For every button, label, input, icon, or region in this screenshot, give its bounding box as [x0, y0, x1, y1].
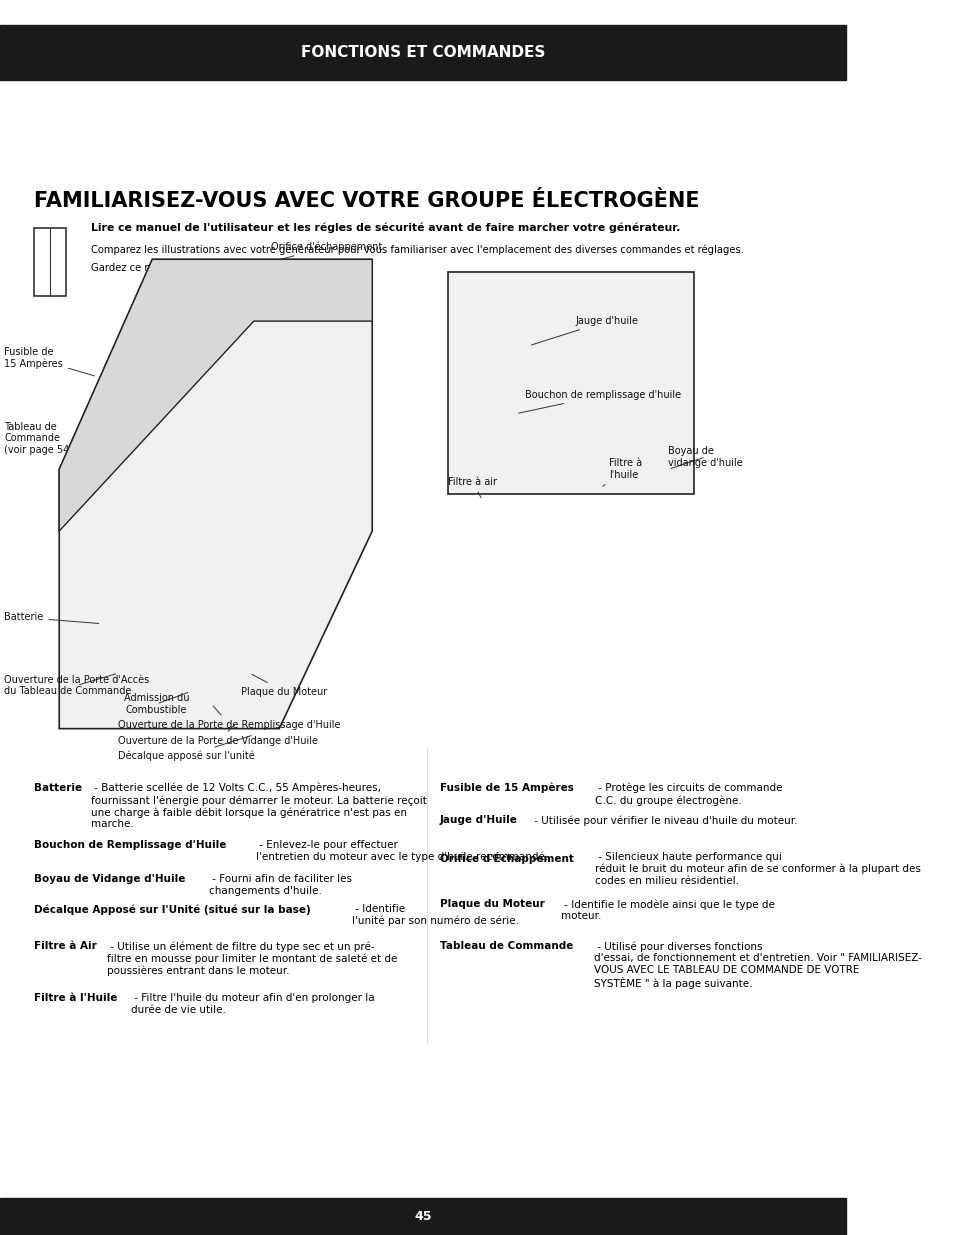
Text: Tableau de Commande: Tableau de Commande	[439, 941, 573, 951]
Text: Batterie: Batterie	[33, 783, 82, 793]
Text: Jauge d'Huile: Jauge d'Huile	[439, 815, 517, 825]
Text: Comparez les illustrations avec votre générateur pour vous familiariser avec l'e: Comparez les illustrations avec votre gé…	[91, 245, 743, 256]
Text: Ouverture de la Porte de Vidange d'Huile: Ouverture de la Porte de Vidange d'Huile	[118, 725, 318, 746]
Text: Décalque apposé sur l'unité: Décalque apposé sur l'unité	[118, 736, 254, 761]
Text: Filtre à Air: Filtre à Air	[33, 941, 96, 951]
Text: Filtre à air: Filtre à air	[448, 477, 497, 498]
Text: Admission du
Combustible: Admission du Combustible	[124, 693, 189, 715]
Text: - Utilisée pour vérifier le niveau d'huile du moteur.: - Utilisée pour vérifier le niveau d'hui…	[530, 815, 797, 826]
Text: Plaque du Moteur: Plaque du Moteur	[439, 899, 544, 909]
Bar	[0, 25, 845, 80]
Text: Plaque du Moteur: Plaque du Moteur	[241, 674, 327, 697]
Text: FONCTIONS ET COMMANDES: FONCTIONS ET COMMANDES	[300, 44, 544, 61]
Polygon shape	[448, 272, 693, 494]
Text: Orifice d'Échappement: Orifice d'Échappement	[439, 852, 573, 864]
Text: Fusible de 15 Ampères: Fusible de 15 Ampères	[439, 783, 573, 794]
Text: Boyau de
vidange d'huile: Boyau de vidange d'huile	[668, 446, 742, 468]
Text: 45: 45	[414, 1210, 432, 1223]
Polygon shape	[59, 259, 372, 729]
Text: - Batterie scellée de 12 Volts C.C., 55 Ampères-heures,
fournissant l'énergie po: - Batterie scellée de 12 Volts C.C., 55 …	[91, 783, 426, 830]
Text: Gardez ce manuel pour le consulter plus tard.: Gardez ce manuel pour le consulter plus …	[91, 263, 320, 273]
Text: Décalque Apposé sur l'Unité (situé sur la base): Décalque Apposé sur l'Unité (situé sur l…	[33, 904, 311, 915]
Text: - Identifie le modèle ainsi que le type de
moteur.: - Identifie le modèle ainsi que le type …	[561, 899, 775, 921]
Text: - Fourni afin de faciliter les
changements d'huile.: - Fourni afin de faciliter les changemen…	[209, 874, 352, 895]
Text: - Filtre l'huile du moteur afin d'en prolonger la
durée de vie utile.: - Filtre l'huile du moteur afin d'en pro…	[131, 993, 375, 1014]
Text: Tableau de
Commande
(voir page 54): Tableau de Commande (voir page 54)	[4, 422, 87, 462]
Bar	[0, 1198, 845, 1235]
Text: Ouverture de la Porte de Remplissage d'Huile: Ouverture de la Porte de Remplissage d'H…	[118, 706, 340, 730]
Text: Orifice d'échappement: Orifice d'échappement	[260, 242, 382, 264]
Text: - Utilise un élément de filtre du type sec et un pré-
filtre en mousse pour limi: - Utilise un élément de filtre du type s…	[108, 941, 397, 976]
Text: Jauge d'huile: Jauge d'huile	[531, 316, 638, 345]
Text: - Enlevez-le pour effectuer
l'entretien du moteur avec le type d'huile recommand: - Enlevez-le pour effectuer l'entretien …	[255, 840, 547, 862]
Text: Filtre à l'Huile: Filtre à l'Huile	[33, 993, 117, 1003]
Text: Bouchon de Remplissage d'Huile: Bouchon de Remplissage d'Huile	[33, 840, 226, 850]
Text: Filtre à
l'huile: Filtre à l'huile	[602, 458, 641, 487]
Text: Batterie: Batterie	[4, 613, 99, 624]
Bar	[33, 228, 66, 296]
Polygon shape	[59, 259, 372, 531]
Text: - Protège les circuits de commande
C.C. du groupe électrogène.: - Protège les circuits de commande C.C. …	[595, 783, 781, 805]
Text: Fusible de
15 Ampères: Fusible de 15 Ampères	[4, 347, 94, 375]
Text: - Utilisé pour diverses fonctions
d'essai, de fonctionnement et d'entretien. Voi: - Utilisé pour diverses fonctions d'essa…	[594, 941, 922, 989]
Text: Lire ce manuel de l'utilisateur et les régles de sécurité avant de faire marcher: Lire ce manuel de l'utilisateur et les r…	[91, 222, 680, 233]
Text: - Identifie
l'unité par son numéro de série.: - Identifie l'unité par son numéro de sé…	[352, 904, 518, 926]
Text: Bouchon de remplissage d'huile: Bouchon de remplissage d'huile	[518, 390, 679, 414]
Text: Boyau de Vidange d'Huile: Boyau de Vidange d'Huile	[33, 874, 185, 884]
Text: FAMILIARISEZ-VOUS AVEC VOTRE GROUPE ÉLECTROGÈNE: FAMILIARISEZ-VOUS AVEC VOTRE GROUPE ÉLEC…	[33, 191, 699, 211]
Text: - Silencieux haute performance qui
réduit le bruit du moteur afin de se conforme: - Silencieux haute performance qui rédui…	[595, 852, 920, 885]
Text: Ouverture de la Porte d'Accès
du Tableau de Commande: Ouverture de la Porte d'Accès du Tableau…	[4, 674, 150, 697]
